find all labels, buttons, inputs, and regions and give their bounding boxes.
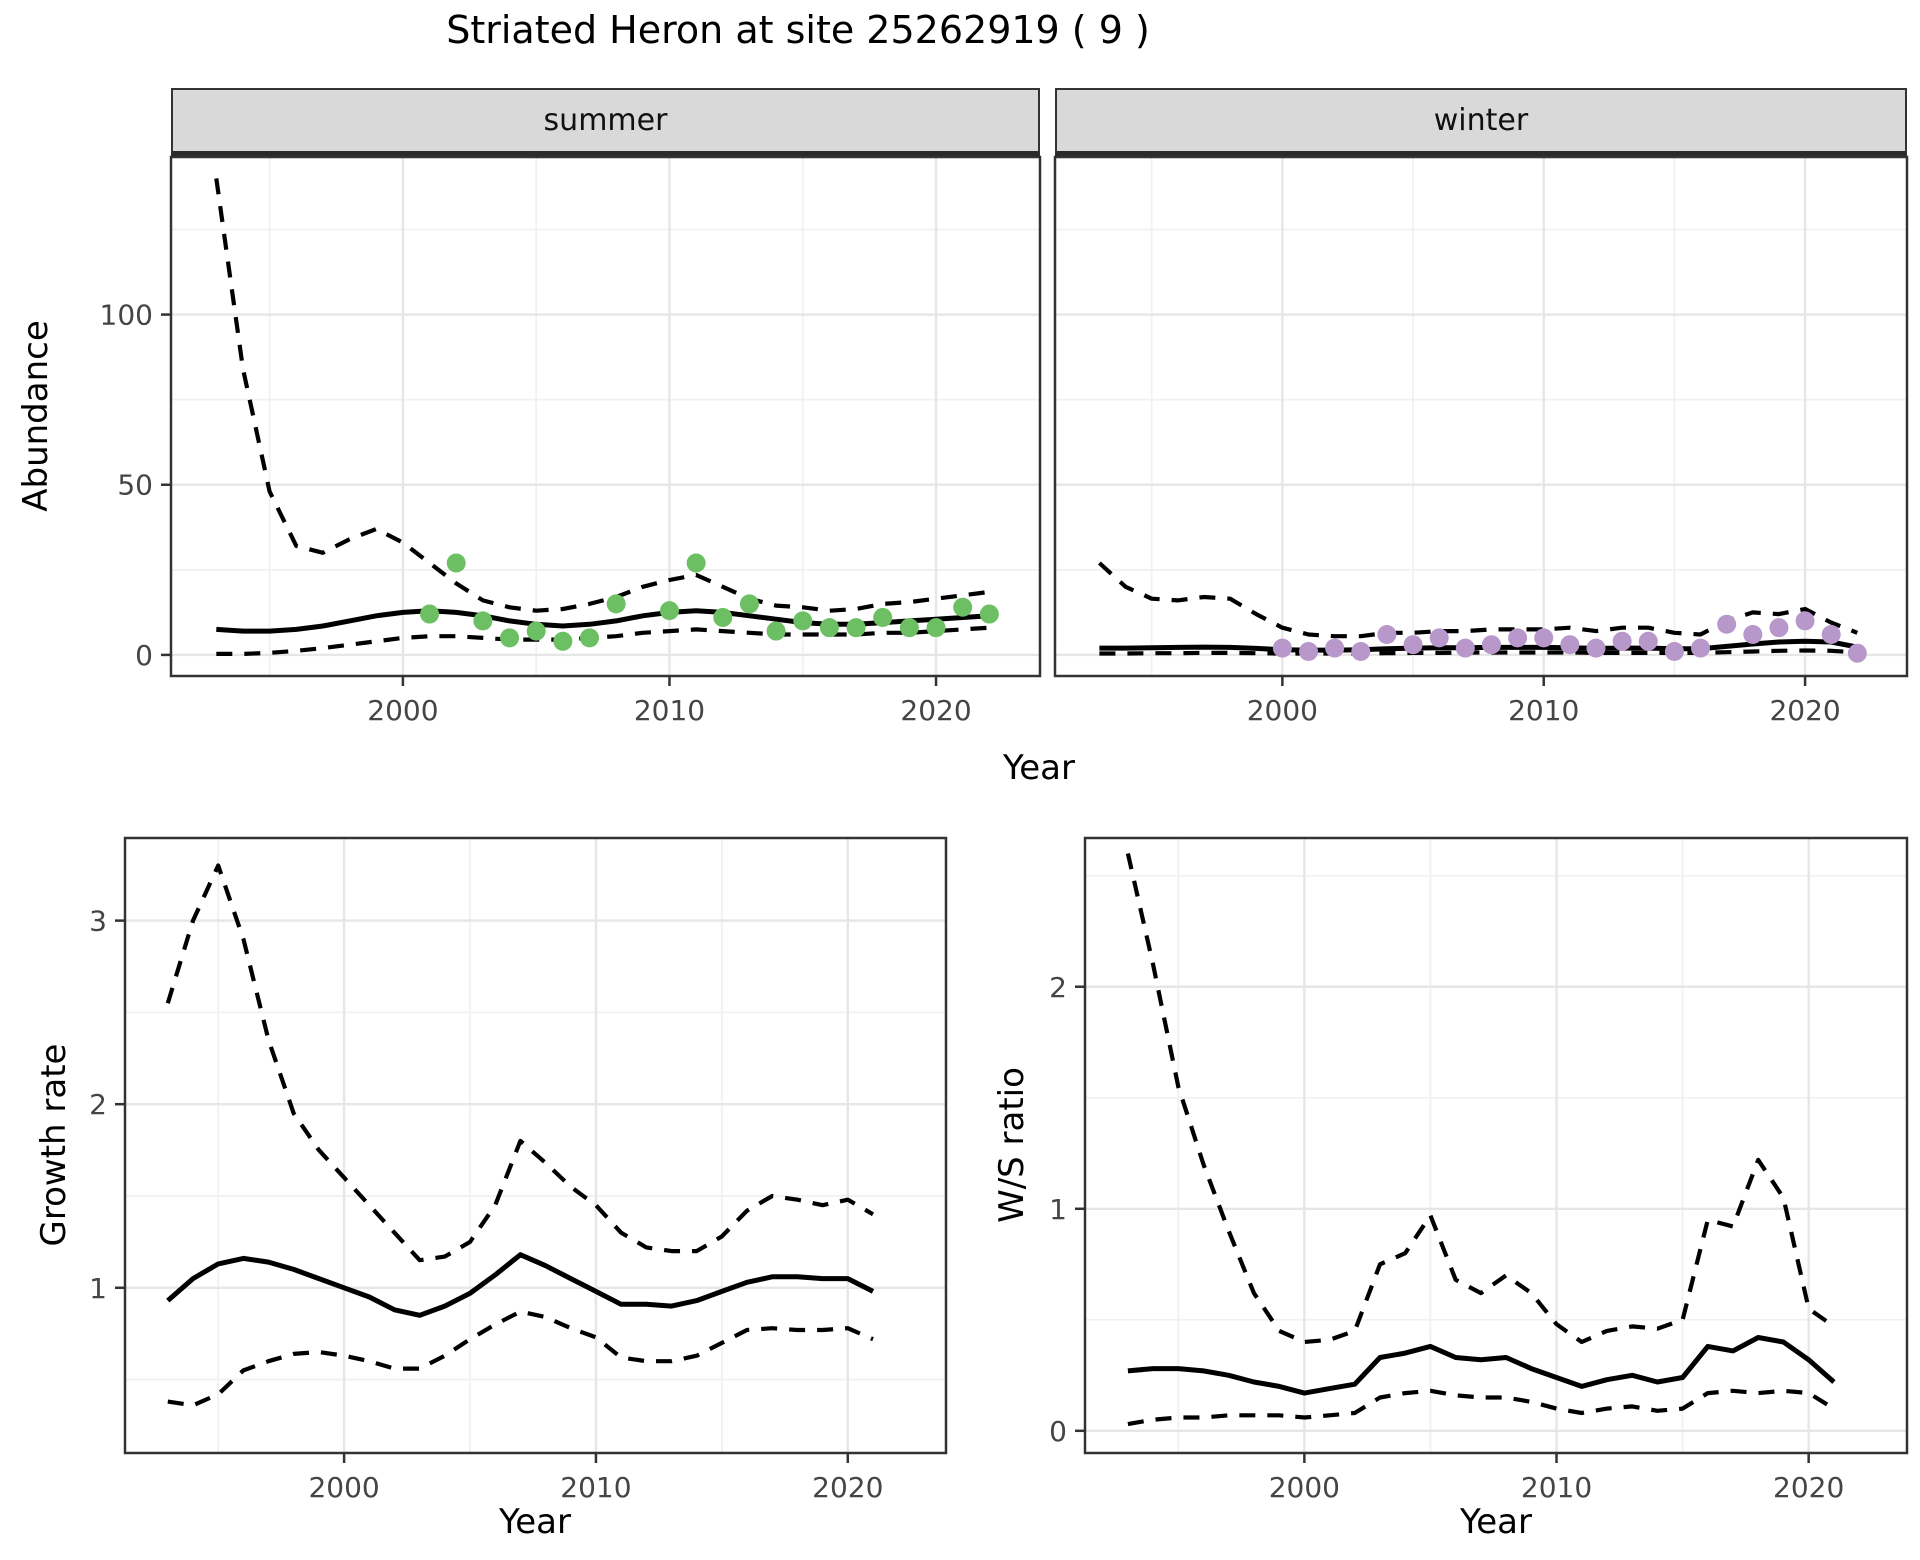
chart-title: Striated Heron at site 25262919 ( 9 ) — [446, 8, 1150, 52]
x-axis-title-year-bottom-right: Year — [1460, 1502, 1532, 1542]
ws-ratio-upper-ci — [1125, 853, 1836, 1345]
abundance-summer-point — [446, 553, 466, 573]
abundance-summer-point — [659, 601, 679, 621]
svg-text:0: 0 — [1049, 1415, 1067, 1448]
abundance-winter-point — [1403, 635, 1423, 655]
svg-text:2: 2 — [89, 1088, 107, 1121]
ws-ratio-lower-ci — [1127, 1388, 1836, 1427]
abundance-summer-point — [926, 618, 946, 638]
panel-ws-ratio: 2000 2010 2020 0 1 2 — [1049, 836, 1909, 1504]
svg-text:50: 50 — [117, 469, 153, 502]
abundance-winter-point — [1455, 638, 1475, 658]
abundance-summer-point — [606, 594, 626, 614]
svg-text:2: 2 — [1049, 971, 1067, 1004]
abundance-winter-point — [1795, 611, 1815, 631]
svg-text:2020: 2020 — [900, 694, 971, 727]
growth-rate-upper-ci — [165, 863, 875, 1263]
svg-text:2010: 2010 — [634, 694, 705, 727]
abundance-winter-point — [1612, 631, 1632, 651]
abundance-summer-point — [686, 553, 706, 573]
svg-text:2010: 2010 — [1521, 1471, 1592, 1504]
svg-text:2010: 2010 — [560, 1471, 631, 1504]
svg-text:1: 1 — [89, 1272, 107, 1305]
abundance-summer-point — [580, 628, 600, 648]
y-axis-title-abundance: Abundance — [16, 320, 56, 512]
abundance-summer-point — [739, 594, 759, 614]
abundance-summer-point — [473, 611, 493, 631]
abundance-summer-point — [500, 628, 520, 648]
abundance-winter-point — [1560, 635, 1580, 655]
panel-abundance-summer: 2000 2010 2020 0 50 100 — [100, 155, 1042, 727]
abundance-winter-point — [1638, 631, 1658, 651]
abundance-winter-point — [1717, 614, 1737, 634]
abundance-winter-point — [1351, 641, 1371, 661]
abundance-winter-point — [1481, 635, 1501, 655]
abundance-winter-point — [1508, 628, 1528, 648]
svg-text:3: 3 — [89, 905, 107, 938]
svg-text:100: 100 — [100, 299, 153, 332]
y-axis-title-growth-rate: Growth rate — [34, 1043, 74, 1247]
svg-text:2020: 2020 — [1769, 694, 1840, 727]
abundance-winter-point — [1769, 618, 1789, 638]
x-axis-title-year-top: Year — [1003, 748, 1075, 788]
svg-text:2000: 2000 — [1247, 694, 1318, 727]
abundance-winter-point — [1691, 638, 1711, 658]
abundance-summer-point — [420, 604, 440, 624]
panel-abundance-winter: 2000 2010 2020 — [1053, 155, 1909, 727]
svg-text:2000: 2000 — [1269, 1471, 1340, 1504]
abundance-winter-point — [1664, 641, 1684, 661]
abundance-winter-estimate — [1099, 638, 1858, 653]
abundance-winter-point — [1847, 643, 1867, 663]
facet-strip-winter: winter — [1055, 88, 1907, 156]
abundance-winter-point — [1586, 638, 1606, 658]
y-axis-title-ws-ratio: W/S ratio — [992, 1067, 1032, 1223]
abundance-summer-upper-ci — [214, 178, 990, 613]
x-axis-title-year-bottom-left: Year — [499, 1502, 571, 1542]
abundance-summer-point — [526, 621, 546, 641]
abundance-summer-point — [953, 597, 973, 617]
abundance-summer-point — [899, 618, 919, 638]
abundance-winter-point — [1299, 641, 1319, 661]
abundance-winter-point — [1272, 638, 1292, 658]
abundance-summer-point — [553, 631, 573, 651]
abundance-summer-point — [713, 607, 733, 627]
panel-growth-rate: 2000 2010 2020 1 2 3 — [89, 836, 948, 1504]
svg-text:2010: 2010 — [1508, 694, 1579, 727]
abundance-summer-point — [873, 607, 893, 627]
abundance-summer-point — [819, 618, 839, 638]
svg-text:1: 1 — [1049, 1193, 1067, 1226]
growth-rate-estimate — [166, 1252, 875, 1318]
abundance-summer-point — [766, 621, 786, 641]
abundance-winter-point — [1377, 624, 1397, 644]
svg-text:2000: 2000 — [308, 1471, 379, 1504]
abundance-winter-lower-ci — [1099, 648, 1858, 656]
abundance-winter-point — [1534, 628, 1554, 648]
abundance-winter-point — [1429, 628, 1449, 648]
abundance-winter-point — [1325, 638, 1345, 658]
svg-text:0: 0 — [135, 639, 153, 672]
abundance-winter-point — [1743, 624, 1763, 644]
ws-ratio-estimate — [1127, 1335, 1836, 1396]
abundance-summer-point — [979, 604, 999, 624]
facet-strip-summer: summer — [171, 88, 1040, 156]
svg-text:2020: 2020 — [812, 1471, 883, 1504]
abundance-winter-point — [1821, 624, 1841, 644]
abundance-summer-point — [793, 611, 813, 631]
svg-text:2000: 2000 — [367, 694, 438, 727]
abundance-summer-point — [846, 618, 866, 638]
svg-text:2020: 2020 — [1773, 1471, 1844, 1504]
